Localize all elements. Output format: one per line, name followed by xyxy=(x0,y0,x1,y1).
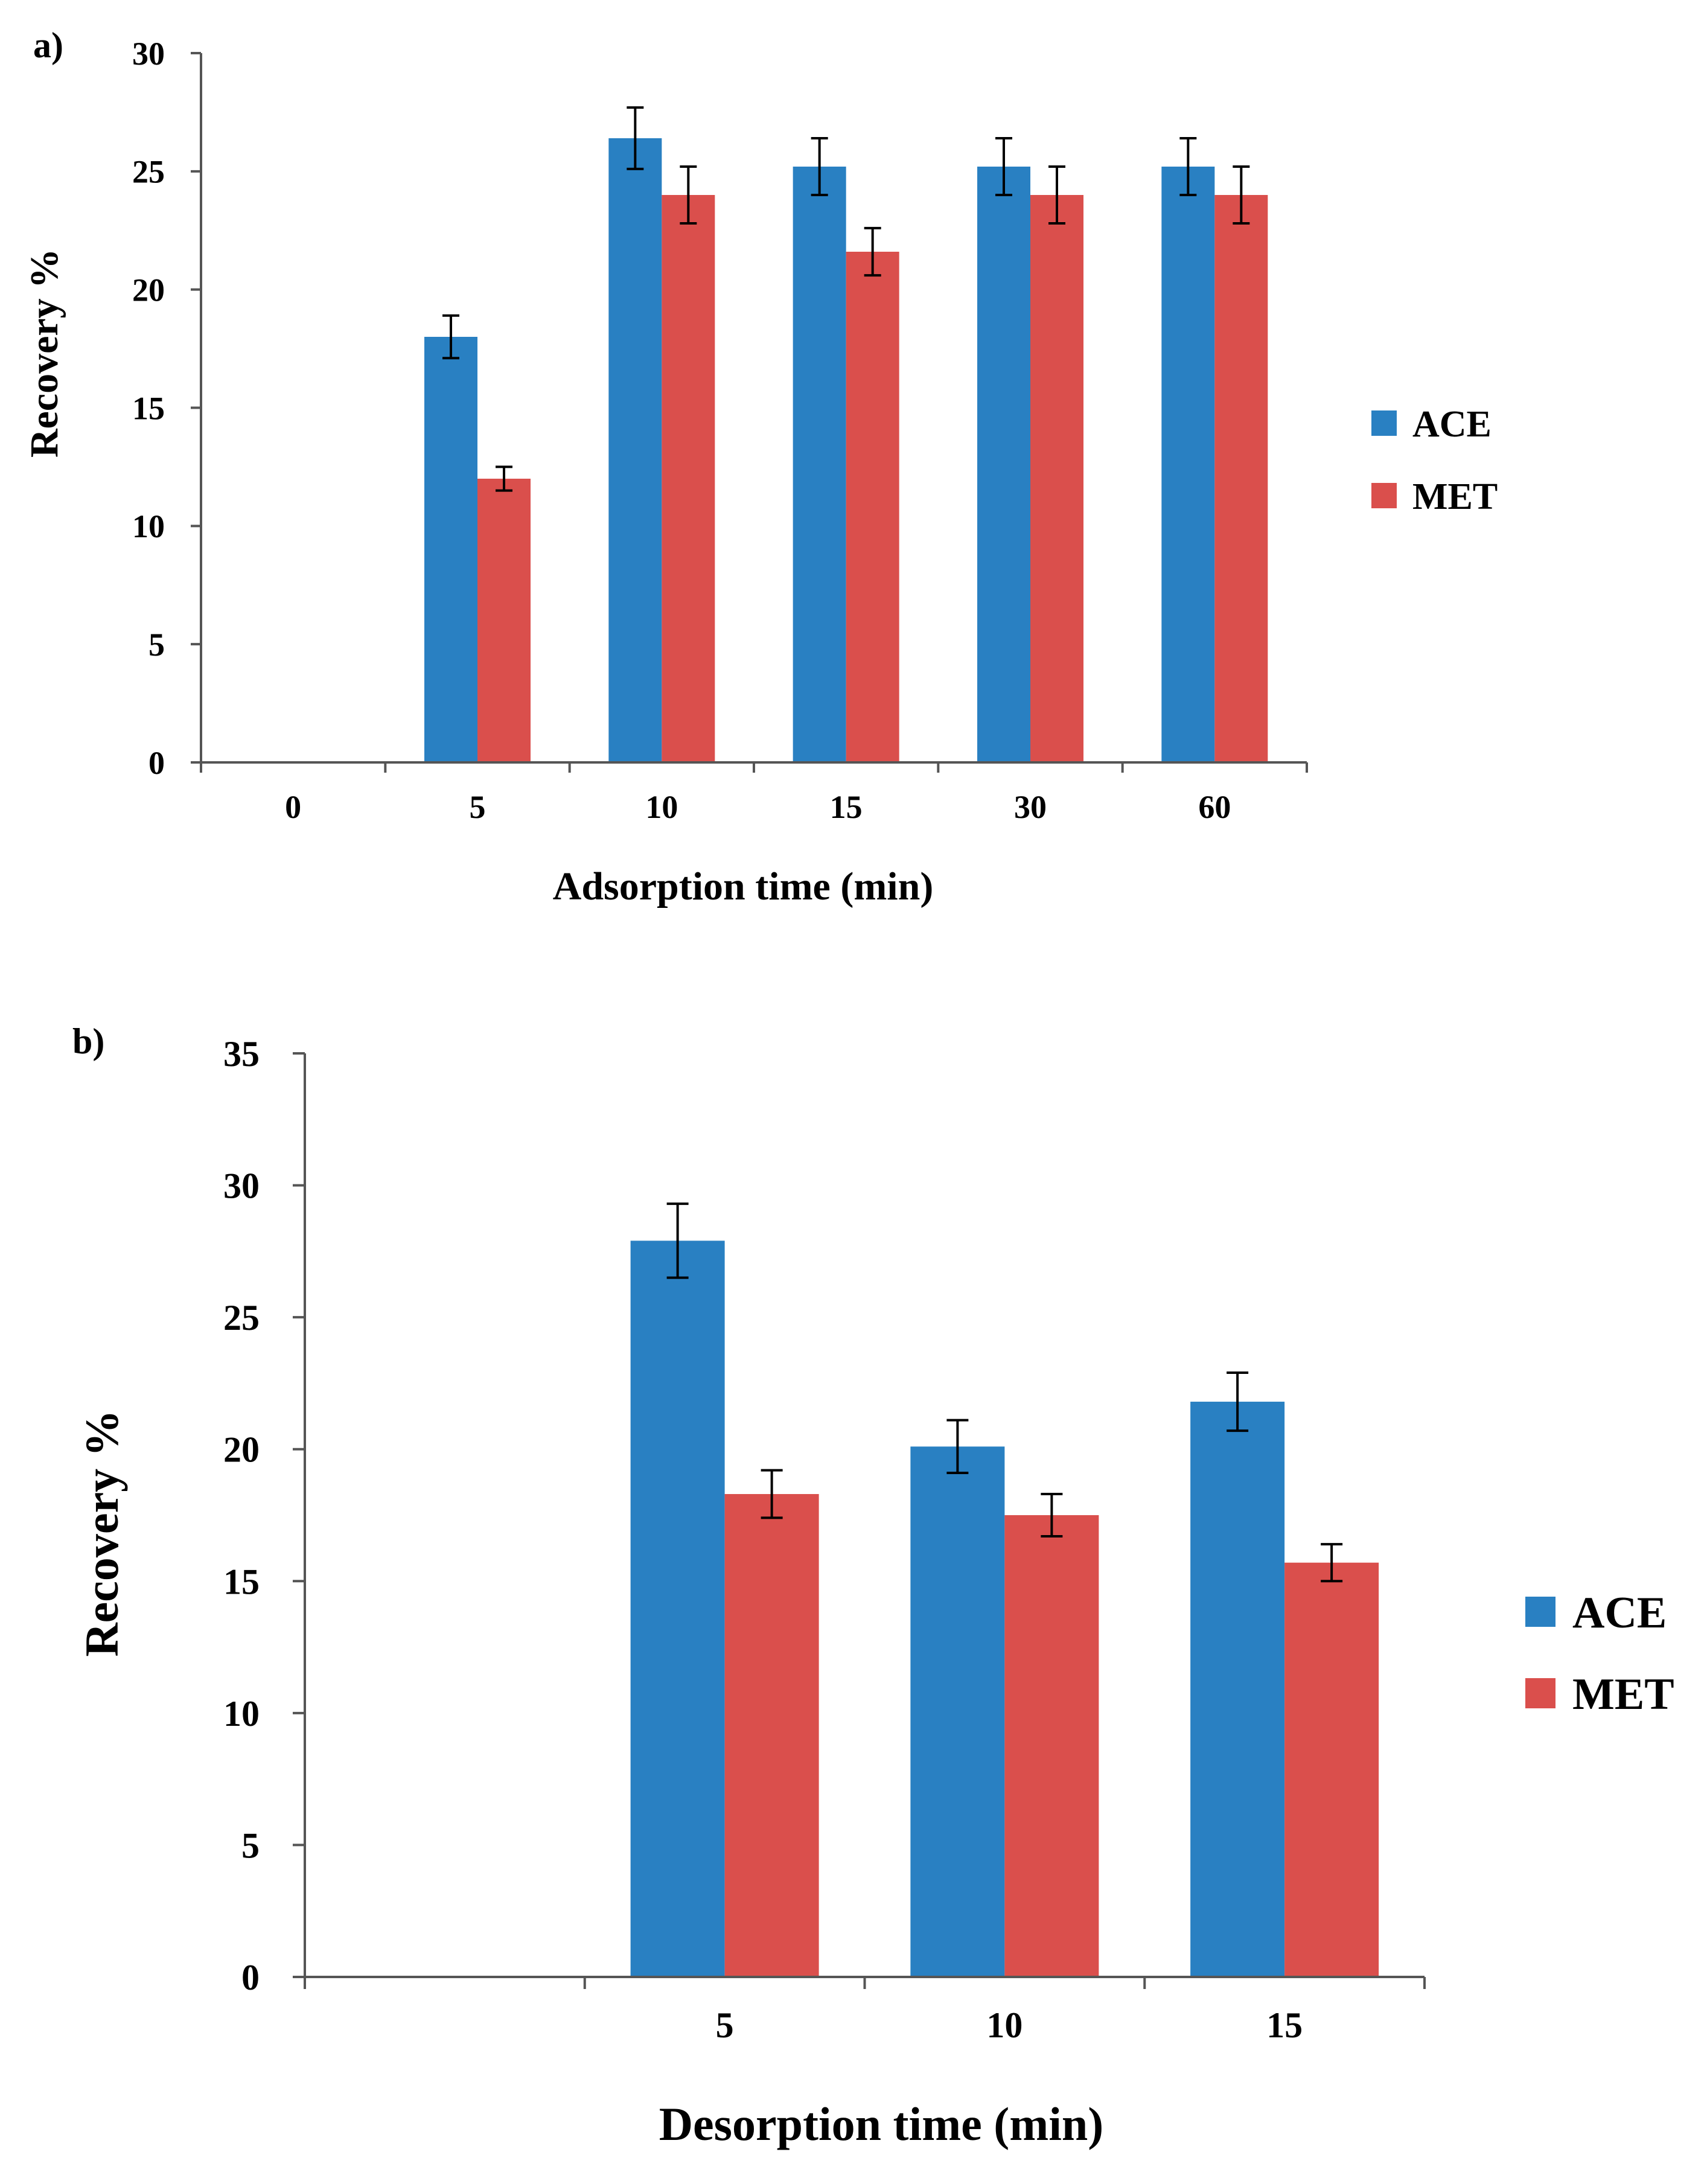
panel-a-error-bar-ace-5 xyxy=(442,314,459,360)
panel-a-error-bars xyxy=(442,106,1250,492)
panel-b-x-tick-label: 5 xyxy=(716,2005,734,2045)
panel-b-x-ticks: 5 10 15 xyxy=(304,1977,1426,2045)
panel-a-legend-label-ace: ACE xyxy=(1412,404,1492,445)
panel-a-error-bar-met-5 xyxy=(496,465,512,492)
panel-b-error-bar-met-5 xyxy=(761,1469,783,1519)
panel-a-bar-ace-10 xyxy=(608,138,662,762)
panel-b-bar-ace-5 xyxy=(630,1240,725,1977)
panel-a-bar-met-10 xyxy=(662,195,715,762)
panel-a-x-tick-label: 30 xyxy=(1014,789,1047,825)
panel-a-bar-met-60 xyxy=(1214,195,1268,762)
panel-a-y-tick-label: 5 xyxy=(148,627,165,663)
panel-b-y-tick-label: 30 xyxy=(223,1166,260,1206)
panel-a-bar-ace-15 xyxy=(793,167,846,762)
panel-a-legend-label-met: MET xyxy=(1412,476,1498,517)
panel-a-x-tick-label: 60 xyxy=(1198,789,1231,825)
panel-a-error-bar-ace-10 xyxy=(627,106,644,170)
panel-b-legend-label-ace: ACE xyxy=(1572,1588,1667,1638)
panel-a-bar-ace-30 xyxy=(977,167,1030,762)
panel-a-x-tick-label: 15 xyxy=(830,789,863,825)
panel-b: b) Recovery % Desorption time (min) 0 5 10… xyxy=(72,1021,1674,2150)
panel-a-y-tick-label: 30 xyxy=(132,36,165,72)
panel-a-bar-ace-5 xyxy=(424,337,477,762)
panel-a-y-tick-label: 25 xyxy=(132,154,165,190)
panel-b-y-tick-label: 10 xyxy=(223,1694,260,1734)
panel-a-x-tick-label: 0 xyxy=(285,789,301,825)
panel-a-y-tick-label: 0 xyxy=(148,745,165,781)
panel-b-bars xyxy=(630,1240,1379,1977)
panel-b-legend-swatch-ace xyxy=(1525,1597,1555,1627)
panel-b-x-axis-title: Desorption time (min) xyxy=(659,2098,1104,2150)
panel-b-error-bar-ace-10 xyxy=(946,1419,969,1475)
panel-b-x-tick-label: 15 xyxy=(1266,2005,1303,2045)
panel-b-error-bars xyxy=(666,1202,1343,1583)
panel-a-error-bar-met-10 xyxy=(680,165,697,225)
panel-a: a) Recovery % Adsorption time (min) 0 5 10… xyxy=(22,25,1498,908)
panel-a-y-ticks: 0 5 10 15 20 25 30 xyxy=(132,36,201,781)
panel-b-y-ticks: 0 5 10 15 20 25 30 35 xyxy=(223,1034,305,1997)
panel-a-error-bar-met-60 xyxy=(1233,165,1250,225)
panel-a-bar-met-30 xyxy=(1030,195,1083,762)
panel-a-x-tick-label: 10 xyxy=(645,789,678,825)
panel-a-label: a) xyxy=(33,25,63,65)
panel-b-bar-met-5 xyxy=(724,1494,819,1977)
panel-a-bars xyxy=(424,138,1268,762)
panel-a-legend-swatch-met xyxy=(1371,483,1397,508)
panel-b-error-bar-ace-15 xyxy=(1227,1371,1249,1432)
panel-a-bar-met-15 xyxy=(846,252,899,762)
panel-a-error-bar-met-15 xyxy=(864,226,881,277)
panel-b-legend-label-met: MET xyxy=(1572,1670,1674,1719)
panel-b-bar-ace-15 xyxy=(1190,1402,1285,1977)
panel-b-bar-met-10 xyxy=(1004,1515,1099,1977)
panel-b-y-tick-label: 20 xyxy=(223,1430,260,1470)
panel-b-bar-ace-10 xyxy=(910,1446,1005,1977)
panel-a-bar-met-5 xyxy=(477,479,531,762)
panel-a-x-tick-label: 5 xyxy=(470,789,486,825)
panel-a-legend-swatch-ace xyxy=(1371,410,1397,436)
panel-a-bar-ace-60 xyxy=(1161,167,1215,762)
panel-b-x-tick-label: 10 xyxy=(986,2005,1023,2045)
panel-a-error-bar-met-30 xyxy=(1048,165,1065,225)
panel-b-error-bar-ace-5 xyxy=(666,1202,689,1279)
panel-a-y-tick-label: 10 xyxy=(132,508,165,544)
panel-b-y-tick-label: 15 xyxy=(223,1562,260,1601)
panel-a-error-bar-ace-30 xyxy=(995,137,1012,196)
panel-a-y-tick-label: 15 xyxy=(132,390,165,426)
panel-a-error-bar-ace-60 xyxy=(1179,137,1197,196)
panel-b-legend: ACE MET xyxy=(1525,1588,1674,1719)
panel-a-y-tick-label: 20 xyxy=(132,272,165,308)
panel-b-y-tick-label: 0 xyxy=(241,1958,260,1997)
panel-b-legend-swatch-met xyxy=(1525,1678,1555,1708)
panel-b-y-axis-title: Recovery % xyxy=(75,1410,128,1656)
panel-a-axes xyxy=(200,53,1307,764)
panel-a-legend: ACE MET xyxy=(1371,404,1498,517)
panel-b-y-tick-label: 35 xyxy=(223,1034,260,1074)
panel-b-error-bar-met-10 xyxy=(1041,1493,1063,1537)
panel-b-label: b) xyxy=(72,1021,104,1061)
panel-b-y-tick-label: 5 xyxy=(241,1825,260,1865)
panel-a-y-axis-title: Recovery % xyxy=(22,249,66,458)
panel-b-error-bar-met-15 xyxy=(1321,1543,1343,1583)
panel-a-x-ticks: 0 5 10 15 30 60 xyxy=(200,762,1308,825)
panel-a-error-bar-ace-15 xyxy=(811,137,828,196)
panel-b-y-tick-label: 25 xyxy=(223,1298,260,1338)
panel-a-x-axis-title: Adsorption time (min) xyxy=(553,864,934,908)
panel-b-bar-met-15 xyxy=(1284,1562,1379,1977)
